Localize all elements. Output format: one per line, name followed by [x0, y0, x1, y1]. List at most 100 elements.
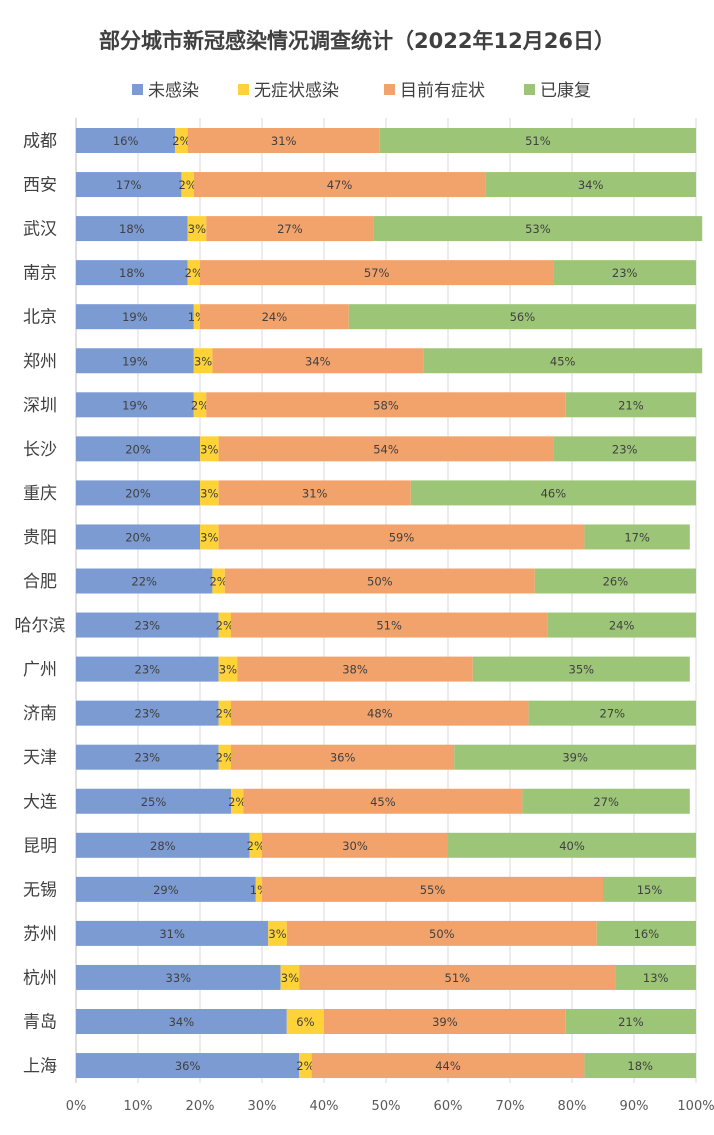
bar-segment-17-2 — [262, 876, 603, 902]
bar-segment-20-3 — [565, 1009, 696, 1034]
bar-segment-5-2 — [212, 348, 424, 374]
bar-segment-3-1 — [187, 260, 200, 286]
category-label-19: 杭州 — [23, 968, 57, 988]
bar-segment-3-2 — [200, 260, 554, 286]
data-label-13-1: 2% — [216, 707, 234, 721]
data-label-11-0: 23% — [135, 619, 161, 633]
bar-segment-12-1 — [218, 656, 238, 682]
legend-label-3: 已康复 — [540, 81, 591, 101]
data-label-20-0: 34% — [169, 1015, 195, 1029]
data-label-10-2: 50% — [367, 575, 393, 589]
bar-segment-14-3 — [454, 744, 696, 770]
bar-segment-9-0 — [76, 524, 200, 550]
data-label-3-0: 18% — [119, 266, 145, 280]
category-label-5: 郑州 — [23, 352, 57, 372]
bar-segment-18-3 — [596, 920, 696, 946]
category-labels: 成都西安武汉南京北京郑州深圳长沙重庆贵阳合肥哈尔滨广州济南天津大连昆明无锡苏州杭… — [15, 132, 66, 1077]
data-label-2-2: 27% — [277, 222, 303, 236]
bar-segment-8-2 — [218, 480, 411, 506]
bar-segment-21-3 — [584, 1053, 696, 1079]
category-label-10: 合肥 — [23, 572, 57, 592]
category-label-13: 济南 — [23, 704, 57, 724]
data-label-20-3: 21% — [618, 1015, 644, 1029]
bar-segment-19-1 — [280, 964, 300, 990]
data-label-18-0: 31% — [159, 927, 185, 941]
bar-segment-10-2 — [224, 568, 535, 594]
data-label-18-1: 3% — [268, 927, 286, 941]
category-label-12: 广州 — [23, 660, 57, 680]
data-label-7-1: 3% — [200, 442, 218, 456]
x-tick-label-2: 20% — [186, 1099, 215, 1114]
bar-segment-16-0 — [76, 832, 250, 858]
data-label-20-1: 6% — [296, 1015, 314, 1029]
bar-segment-17-0 — [76, 876, 256, 902]
category-label-15: 大连 — [23, 792, 57, 812]
data-label-19-3: 13% — [643, 971, 669, 985]
bar-segment-7-1 — [200, 436, 219, 462]
data-label-5-2: 34% — [305, 354, 331, 368]
bar-segment-4-0 — [76, 304, 194, 330]
data-label-6-0: 19% — [122, 398, 148, 412]
data-label-8-2: 31% — [302, 486, 328, 500]
data-label-9-0: 20% — [125, 530, 151, 544]
bar-segment-4-2 — [200, 304, 349, 330]
bar-segment-5-1 — [193, 348, 213, 374]
bar-segment-7-2 — [218, 436, 554, 462]
bar-segment-11-1 — [218, 612, 231, 638]
data-label-15-3: 27% — [593, 795, 619, 809]
bar-segment-4-1 — [193, 304, 200, 330]
data-label-15-1: 2% — [228, 795, 246, 809]
category-label-7: 长沙 — [23, 440, 57, 460]
bar-segment-0-2 — [187, 128, 380, 153]
category-label-9: 贵阳 — [23, 528, 57, 548]
legend-label-2: 目前有症状 — [400, 81, 485, 101]
bar-segment-11-3 — [547, 612, 696, 638]
bar-segment-14-0 — [76, 744, 219, 770]
data-label-7-2: 54% — [373, 442, 399, 456]
data-label-3-2: 57% — [364, 266, 390, 280]
bar-segment-13-1 — [218, 700, 231, 726]
bar-segment-18-1 — [268, 920, 287, 946]
category-label-14: 天津 — [23, 748, 57, 768]
data-label-12-3: 35% — [569, 663, 595, 677]
legend-swatch-0 — [132, 84, 143, 95]
bar-segment-6-2 — [206, 392, 566, 418]
x-tick-label-7: 70% — [496, 1099, 525, 1114]
bar-segment-6-0 — [76, 392, 194, 418]
data-label-0-0: 16% — [113, 134, 139, 148]
bar-segment-0-0 — [76, 128, 176, 153]
data-label-10-0: 22% — [131, 575, 157, 589]
bar-segment-6-3 — [565, 392, 696, 418]
bar-segment-9-3 — [584, 524, 690, 550]
x-tick-label-0: 0% — [66, 1099, 87, 1114]
bar-segment-19-0 — [76, 964, 281, 990]
data-label-6-2: 58% — [373, 398, 399, 412]
bar-segment-21-1 — [299, 1053, 312, 1079]
chart-title: 部分城市新冠感染情况调查统计（2022年12月26日） — [99, 29, 615, 53]
data-label-14-3: 39% — [562, 751, 588, 765]
bar-segment-5-3 — [423, 348, 703, 374]
data-label-1-3: 34% — [578, 178, 604, 192]
data-label-2-3: 53% — [525, 222, 551, 236]
category-label-1: 西安 — [23, 176, 57, 196]
bar-segment-20-1 — [286, 1009, 324, 1034]
bar-segment-18-0 — [76, 920, 269, 946]
bar-segment-7-0 — [76, 436, 200, 462]
category-label-0: 成都 — [23, 132, 57, 152]
bar-segment-19-2 — [299, 964, 616, 990]
bar-segment-1-2 — [193, 172, 486, 198]
bar-segment-10-0 — [76, 568, 213, 594]
data-label-0-1: 2% — [172, 134, 190, 148]
data-label-19-2: 51% — [445, 971, 471, 985]
data-label-20-2: 39% — [432, 1015, 458, 1029]
data-label-5-0: 19% — [122, 354, 148, 368]
bar-segment-8-3 — [410, 480, 696, 506]
bar-segment-11-0 — [76, 612, 219, 638]
category-label-4: 北京 — [23, 308, 57, 328]
data-label-1-2: 47% — [327, 178, 353, 192]
bar-segment-18-2 — [286, 920, 597, 946]
data-label-18-3: 16% — [634, 927, 660, 941]
data-label-15-0: 25% — [141, 795, 167, 809]
category-label-18: 苏州 — [23, 924, 57, 944]
